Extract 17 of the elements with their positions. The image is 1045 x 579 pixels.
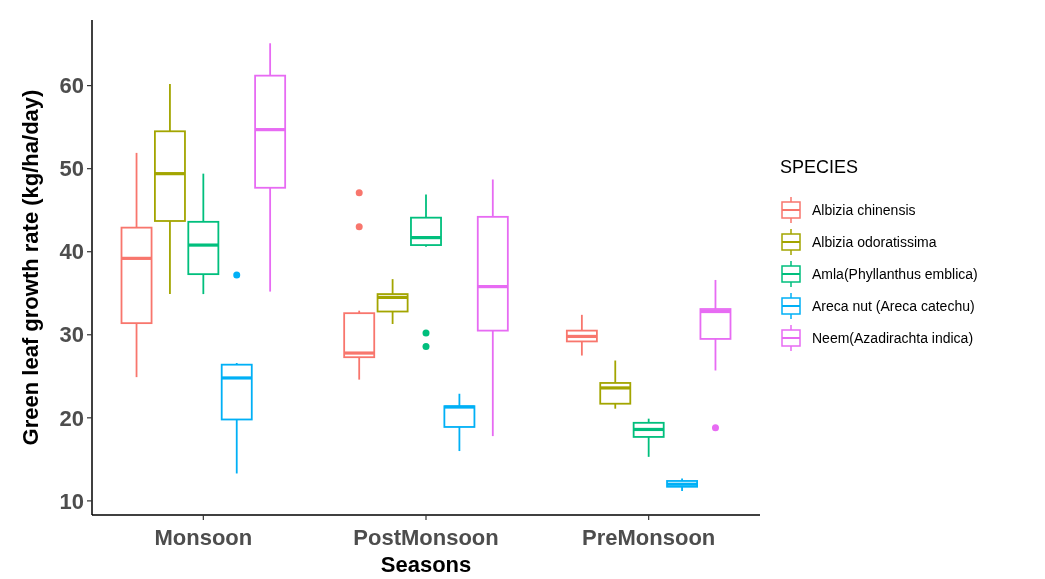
x-tick-label: PostMonsoon bbox=[353, 525, 499, 550]
x-tick-label: PreMonsoon bbox=[582, 525, 716, 550]
y-axis-title: Green leaf growth rate (kg/ha/day) bbox=[18, 89, 43, 446]
x-axis-title: Seasons bbox=[380, 552, 472, 577]
y-tick-label: 60 bbox=[59, 73, 84, 99]
legend-label: Neem(Azadirachta indica) bbox=[812, 329, 974, 346]
y-tick-label: 20 bbox=[59, 405, 84, 431]
y-tick-label: 50 bbox=[59, 156, 84, 182]
legend-label: Amla(Phyllanthus emblica) bbox=[812, 265, 978, 282]
legend-label: Areca nut (Areca catechu) bbox=[812, 297, 975, 314]
x-tick-label: Monsoon bbox=[154, 525, 253, 550]
y-tick-label: 40 bbox=[59, 239, 84, 265]
y-tick-label: 10 bbox=[59, 488, 84, 514]
legend-label: Albizia odoratissima bbox=[812, 233, 937, 250]
legend-title: SPECIES bbox=[780, 157, 859, 177]
y-tick-label: 30 bbox=[59, 322, 84, 348]
legend-label: Albizia chinensis bbox=[812, 201, 916, 218]
